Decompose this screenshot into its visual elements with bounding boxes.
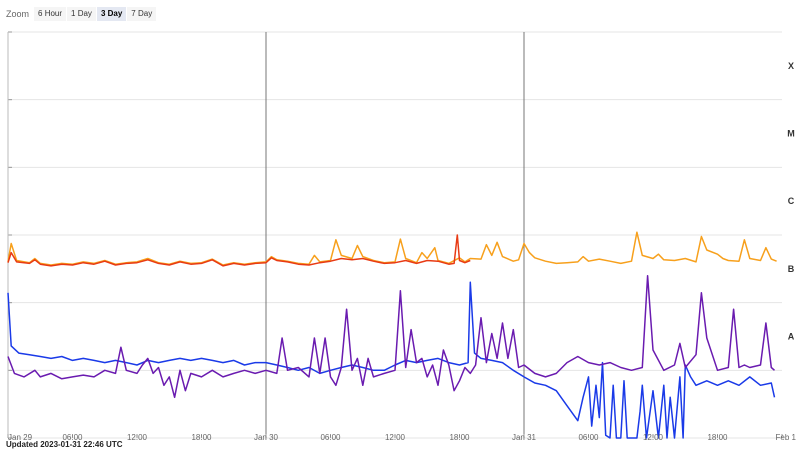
class-label-a: A bbox=[788, 332, 795, 342]
class-label-x: X bbox=[788, 61, 794, 71]
x-tick-label: 18:00 bbox=[707, 433, 728, 442]
x-tick-label: 12:00 bbox=[127, 433, 148, 442]
zoom-6-hour-button[interactable]: 6 Hour bbox=[34, 7, 67, 21]
x-tick-label: Jan 31 bbox=[512, 433, 537, 442]
x-tick-label: 12:00 bbox=[643, 433, 664, 442]
zoom-3-day-button[interactable]: 3 Day bbox=[96, 7, 127, 21]
class-label-m: M bbox=[787, 129, 795, 139]
zoom-7-day-button[interactable]: 7 Day bbox=[127, 7, 157, 21]
x-tick-label: 06:00 bbox=[62, 433, 83, 442]
series-line-2 bbox=[7, 234, 471, 267]
zoom-bar: Zoom 6 Hour 1 Day 3 Day 7 Day bbox=[6, 6, 157, 22]
class-label-c: C bbox=[788, 196, 795, 206]
x-tick-label: 18:00 bbox=[449, 433, 470, 442]
zoom-1-day-button[interactable]: 1 Day bbox=[67, 7, 96, 21]
series-layer bbox=[7, 231, 777, 439]
x-tick-label: Feb 1 bbox=[776, 433, 797, 442]
label-layer: Jan 29 06:00 12:00 18:00 Jan 30 06:00 12:00 18:… bbox=[8, 61, 797, 442]
series-line-1 bbox=[7, 231, 777, 266]
x-tick-label: Jan 29 bbox=[8, 433, 33, 442]
x-tick-label: 06:00 bbox=[320, 433, 341, 442]
x-tick-label: 18:00 bbox=[191, 433, 212, 442]
series-line-3 bbox=[7, 281, 776, 439]
zoom-label: Zoom bbox=[6, 9, 30, 19]
x-tick-label: 06:00 bbox=[578, 433, 599, 442]
updated-timestamp: Updated 2023-01-31 22:46 UTC bbox=[6, 440, 123, 449]
grid-layer bbox=[7, 31, 783, 439]
series-line-4 bbox=[7, 274, 775, 399]
x-tick-label: Jan 30 bbox=[254, 433, 279, 442]
x-tick-label: 12:00 bbox=[385, 433, 406, 442]
class-label-b: B bbox=[788, 264, 795, 274]
